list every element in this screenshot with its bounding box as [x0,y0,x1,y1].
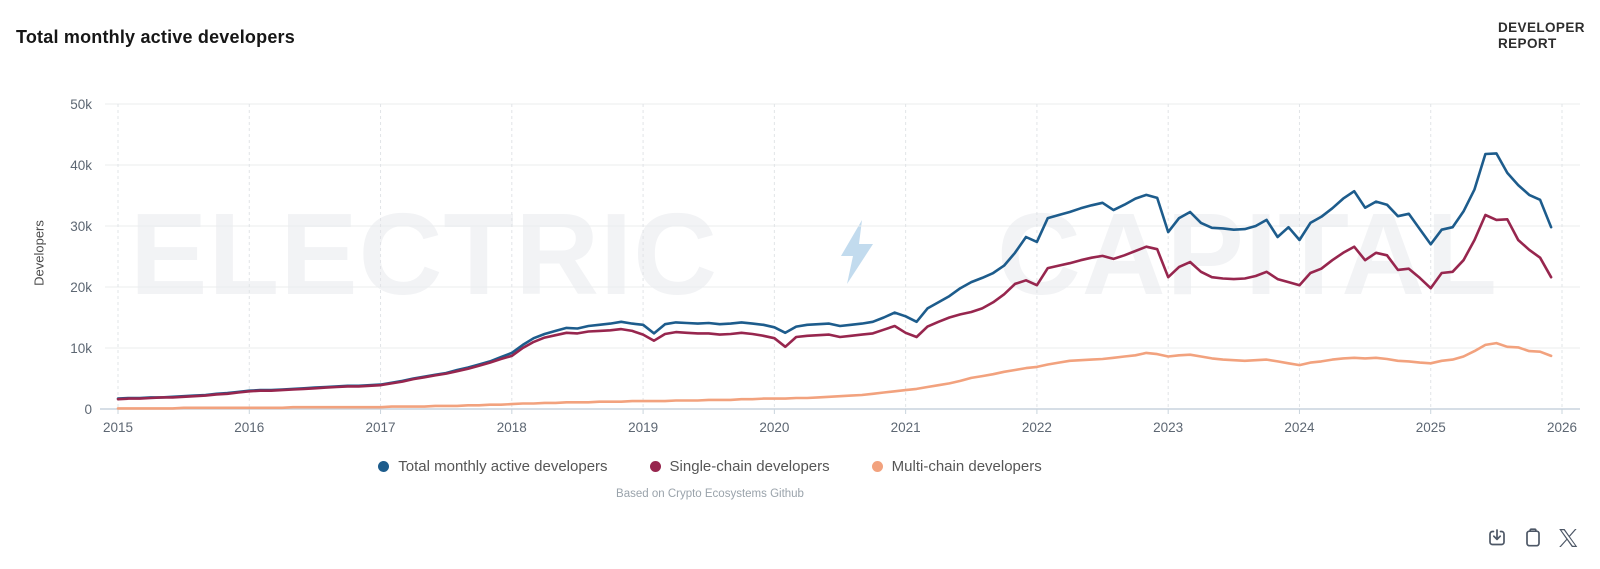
svg-text:2015: 2015 [103,420,133,435]
x-share-button[interactable] [1558,527,1580,549]
svg-text:50k: 50k [70,97,92,112]
page-title: Total monthly active developers [16,27,295,47]
svg-text:2018: 2018 [497,420,527,435]
brand-line-1: DEVELOPER [1498,20,1585,35]
svg-text:2025: 2025 [1416,420,1446,435]
svg-text:2016: 2016 [234,420,264,435]
download-button[interactable] [1486,527,1508,549]
legend-dot-multi-chain-icon [871,461,883,472]
legend-label-single-chain: Single-chain developers [669,458,830,475]
x-logo-icon [1558,528,1580,548]
legend-label-multi-chain: Multi-chain developers [891,458,1042,475]
brand-line-2: REPORT [1498,36,1557,52]
svg-text:2024: 2024 [1284,420,1315,435]
svg-text:2017: 2017 [366,420,396,435]
legend-item-total[interactable]: Total monthly active developers [378,458,608,475]
svg-text:2026: 2026 [1547,420,1577,435]
legend-item-single-chain[interactable]: Single-chain developers [649,458,830,475]
svg-text:40k: 40k [70,158,92,173]
svg-text:2021: 2021 [891,420,921,435]
y-axis-label: Developers [31,220,47,286]
svg-text:2020: 2020 [759,420,789,435]
copy-button[interactable] [1522,527,1544,549]
svg-text:2019: 2019 [628,420,658,435]
chart-toolbar [1486,527,1580,549]
legend-label-total: Total monthly active developers [398,458,608,475]
svg-text:2023: 2023 [1153,420,1183,435]
chart-source-caption: Based on Crypto Ecosystems Github [616,488,804,500]
legend-item-multi-chain[interactable]: Multi-chain developers [871,458,1042,475]
chart-legend: Total monthly active developers Single-c… [0,458,1420,475]
developer-report-logo: DEVELOPER REPORT [1498,20,1585,53]
svg-text:2022: 2022 [1022,420,1052,435]
svg-text:10k: 10k [70,341,92,356]
legend-dot-single-chain-icon [649,461,661,472]
download-icon [1486,527,1508,549]
copy-icon [1522,527,1544,549]
svg-text:20k: 20k [70,280,92,295]
svg-text:30k: 30k [70,219,92,234]
legend-dot-total-icon [378,461,390,472]
svg-text:0: 0 [84,402,92,417]
